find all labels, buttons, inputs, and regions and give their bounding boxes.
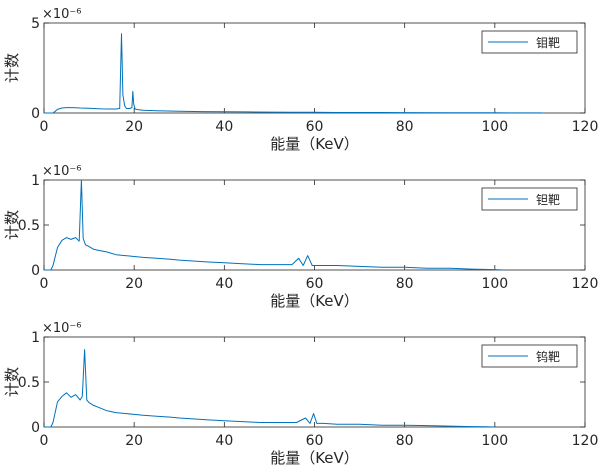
x-tick-label: 20 [125,433,143,449]
y-axis-label: 计数 [3,53,21,83]
x-tick-label: 80 [396,119,414,135]
legend: 钨靶 [481,344,578,368]
subplot-2: 0 20 40 60 80 100 120 0 0.5 1×10⁻⁶ 能量（KeV） 计数 钽靶 [3,164,598,310]
y-tick-label: 0 [31,420,40,436]
legend-box [481,344,578,368]
legend-label: 钼靶 [536,36,560,50]
x-tick-label: 0 [40,433,49,449]
x-tick-label: 40 [215,433,233,449]
y-tick-label: 0 [31,263,40,279]
legend: 钽靶 [481,187,578,211]
y-axis-label: 计数 [3,367,21,397]
x-tick-label: 40 [215,119,233,135]
series-line-1 [44,33,545,114]
y-tick-label: 0 [31,106,40,122]
x-tick-label: 60 [306,433,324,449]
x-tick-label: 80 [396,276,414,292]
subplot-3: 0 20 40 60 80 100 120 0 0.5 1×10⁻⁶ 能量（KeV） 计数 钨靶 [3,321,598,467]
y-exponent-label: ×10⁻⁶ [42,164,82,179]
y-tick-label: 1 [31,330,40,346]
x-tick-label: 120 [572,433,599,449]
x-tick-label: 20 [125,119,143,135]
legend-box [481,187,578,211]
subplot-1: 0 20 40 60 80 100 120 0 5×10⁻⁶ 能量（KeV） 计数 钼靶 [3,7,598,153]
x-axis-label: 能量（KeV） [270,449,359,467]
x-tick-label: 120 [572,119,599,135]
legend-label: 钽靶 [536,193,560,207]
y-exponent-label: ×10⁻⁶ [42,321,82,336]
series-line-1 [44,179,504,271]
y-tick-label: 0.5 [18,375,40,391]
x-tick-label: 120 [572,276,599,292]
x-tick-label: 100 [481,119,508,135]
legend-label: 钨靶 [536,349,560,364]
x-tick-label: 0 [40,119,49,135]
y-axis-label: 计数 [3,210,21,240]
x-tick-label: 40 [215,276,233,292]
y-exponent-label: ×10⁻⁶ [42,7,82,22]
x-tick-label: 20 [125,276,143,292]
x-tick-label: 0 [40,276,49,292]
x-tick-label: 80 [396,433,414,449]
x-axis-label: 能量（KeV） [270,135,359,153]
y-tick-label: 0.5 [18,218,40,234]
series-line-1 [44,349,495,428]
x-tick-label: 60 [306,276,324,292]
x-tick-label: 100 [481,433,508,449]
legend: 钼靶 [481,30,578,54]
x-tick-label: 100 [481,276,508,292]
x-axis-label: 能量（KeV） [270,292,359,310]
legend-box [481,30,578,54]
y-tick-label: 1 [31,173,40,189]
x-tick-label: 60 [306,119,324,135]
y-tick-label: 5 [31,16,40,32]
